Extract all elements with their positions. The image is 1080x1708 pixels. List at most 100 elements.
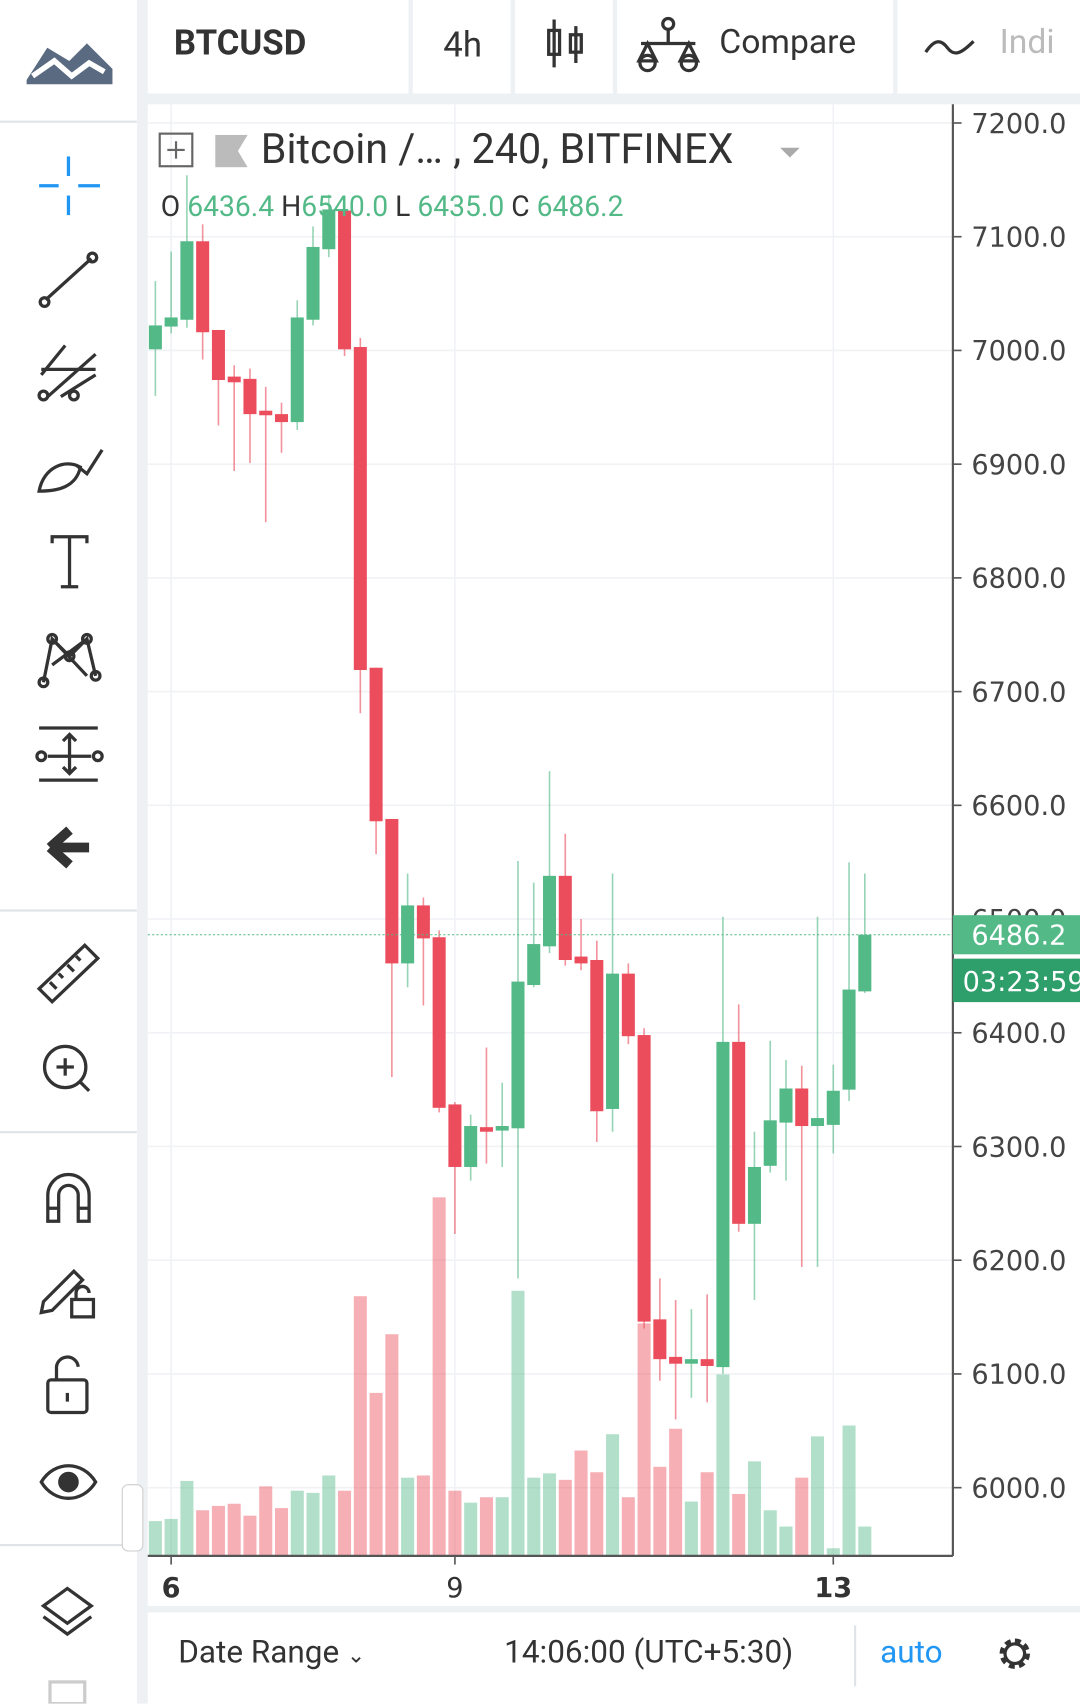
- volume-bar: [211, 1505, 225, 1556]
- fib-tool[interactable]: [37, 344, 97, 402]
- countdown-tag: [952, 958, 1080, 1003]
- y-tick-label: 6200.0: [971, 1246, 1066, 1277]
- settings-button[interactable]: [993, 1632, 1036, 1675]
- interval: 4h: [443, 23, 482, 66]
- volume-bar: [826, 1548, 840, 1556]
- volume-bar: [148, 1521, 162, 1556]
- candle-body: [385, 818, 399, 964]
- y-tick-label: 7000.0: [971, 336, 1066, 367]
- volume-bar: [542, 1473, 557, 1556]
- candle-icon: [547, 19, 583, 68]
- chart-style-button[interactable]: [515, 0, 613, 94]
- dropdown-arrow: ⌄: [347, 1641, 366, 1668]
- trend-line-tool[interactable]: [38, 251, 99, 309]
- candle-body: [353, 347, 367, 670]
- volume-bar: [243, 1515, 257, 1556]
- pattern-tool[interactable]: [37, 632, 102, 689]
- volume-bar: [290, 1490, 304, 1556]
- volume-bar: [448, 1490, 462, 1556]
- prediction-tool[interactable]: [35, 726, 104, 782]
- volume-bar: [779, 1526, 793, 1556]
- visibility-tool[interactable]: [39, 1464, 98, 1500]
- y-tick-label: 6300.0: [971, 1132, 1066, 1163]
- logo[interactable]: [26, 43, 113, 85]
- volume-bar: [353, 1296, 367, 1556]
- x-tick-label: 6: [162, 1573, 181, 1604]
- ohlc-legend: O 6436.4 H6540.0 L 6435.0 C 6486.2: [161, 191, 624, 224]
- candle-body: [369, 667, 383, 822]
- y-tick-label: 6800.0: [971, 564, 1066, 595]
- volume-bar: [558, 1479, 572, 1556]
- magnet-tool[interactable]: [46, 1172, 91, 1223]
- compare-button[interactable]: Compare: [617, 0, 894, 94]
- crosshair-tool[interactable]: [39, 156, 100, 216]
- candle-body: [542, 875, 557, 947]
- volume-bar: [369, 1392, 383, 1556]
- candle-body: [779, 1088, 793, 1123]
- back-tool[interactable]: [46, 826, 90, 869]
- volume-bar: [858, 1526, 872, 1556]
- layers-tool[interactable]: [40, 1586, 95, 1637]
- countdown-label: 03:23:59: [963, 967, 1080, 998]
- title-dropdown[interactable]: [780, 147, 800, 158]
- volume-bar: [464, 1502, 478, 1556]
- candle-body: [811, 1118, 825, 1127]
- expand-button[interactable]: [158, 132, 194, 168]
- candle-body: [180, 241, 194, 320]
- chart-title: Bitcoin /… , 240, BITFINEX: [260, 126, 734, 174]
- volume-bar: [227, 1503, 241, 1556]
- symbol-button[interactable]: BTCUSD: [147, 0, 409, 94]
- lock-drawings[interactable]: [39, 1268, 96, 1319]
- brush-tool[interactable]: [37, 448, 104, 493]
- volume-bar: [322, 1475, 336, 1556]
- left-toolbar: [0, 0, 137, 1706]
- volume-bar: [479, 1497, 493, 1556]
- volume-bar: [653, 1466, 667, 1556]
- candle-body: [164, 317, 178, 327]
- volume-bar: [164, 1518, 178, 1556]
- volume-bar: [669, 1428, 683, 1556]
- candle-body: [590, 959, 604, 1112]
- date-range-button[interactable]: Date Range ⌄: [178, 1634, 365, 1671]
- candle-body: [401, 905, 415, 964]
- unlock-tool[interactable]: [46, 1355, 89, 1415]
- y-tick-label: 6100.0: [971, 1360, 1066, 1391]
- zoom-tool[interactable]: [42, 1044, 91, 1093]
- o-label: O: [160, 191, 181, 224]
- candle-body: [495, 1126, 509, 1131]
- candle-body: [684, 1359, 698, 1364]
- ruler-tool[interactable]: [36, 942, 101, 1005]
- candle-body: [290, 317, 304, 423]
- collapse-handle[interactable]: [121, 1484, 144, 1552]
- candle-body: [669, 1356, 683, 1364]
- interval-button[interactable]: 4h: [412, 0, 511, 94]
- indicators-button[interactable]: Indi: [897, 0, 1080, 94]
- volume-bar: [306, 1492, 320, 1556]
- compare-label: Compare: [719, 21, 857, 62]
- volume-bar: [574, 1450, 588, 1556]
- y-tick-label: 7200.0: [971, 109, 1066, 140]
- candle-body: [227, 376, 241, 383]
- volume-bar: [747, 1461, 761, 1556]
- candle-body: [763, 1120, 777, 1166]
- candle-body: [606, 973, 620, 1109]
- candle-body: [637, 1035, 651, 1322]
- volume-bar: [795, 1477, 809, 1556]
- candle-body: [416, 905, 430, 939]
- candle-body: [479, 1127, 493, 1132]
- volume-bar: [684, 1501, 698, 1556]
- text-tool[interactable]: [50, 535, 89, 589]
- indicators-icon: [924, 40, 975, 55]
- l-label: L: [395, 191, 411, 224]
- candle-body: [274, 414, 289, 423]
- candle-body: [842, 989, 856, 1090]
- y-tick-label: 6900.0: [971, 450, 1066, 481]
- h-value: 6540.0: [301, 191, 389, 224]
- volume-bar: [180, 1480, 194, 1556]
- plot: [147, 104, 953, 1556]
- auto-scale-button[interactable]: auto: [880, 1634, 943, 1672]
- c-label: C: [511, 191, 530, 224]
- last-price-label: 6486.2: [971, 921, 1066, 952]
